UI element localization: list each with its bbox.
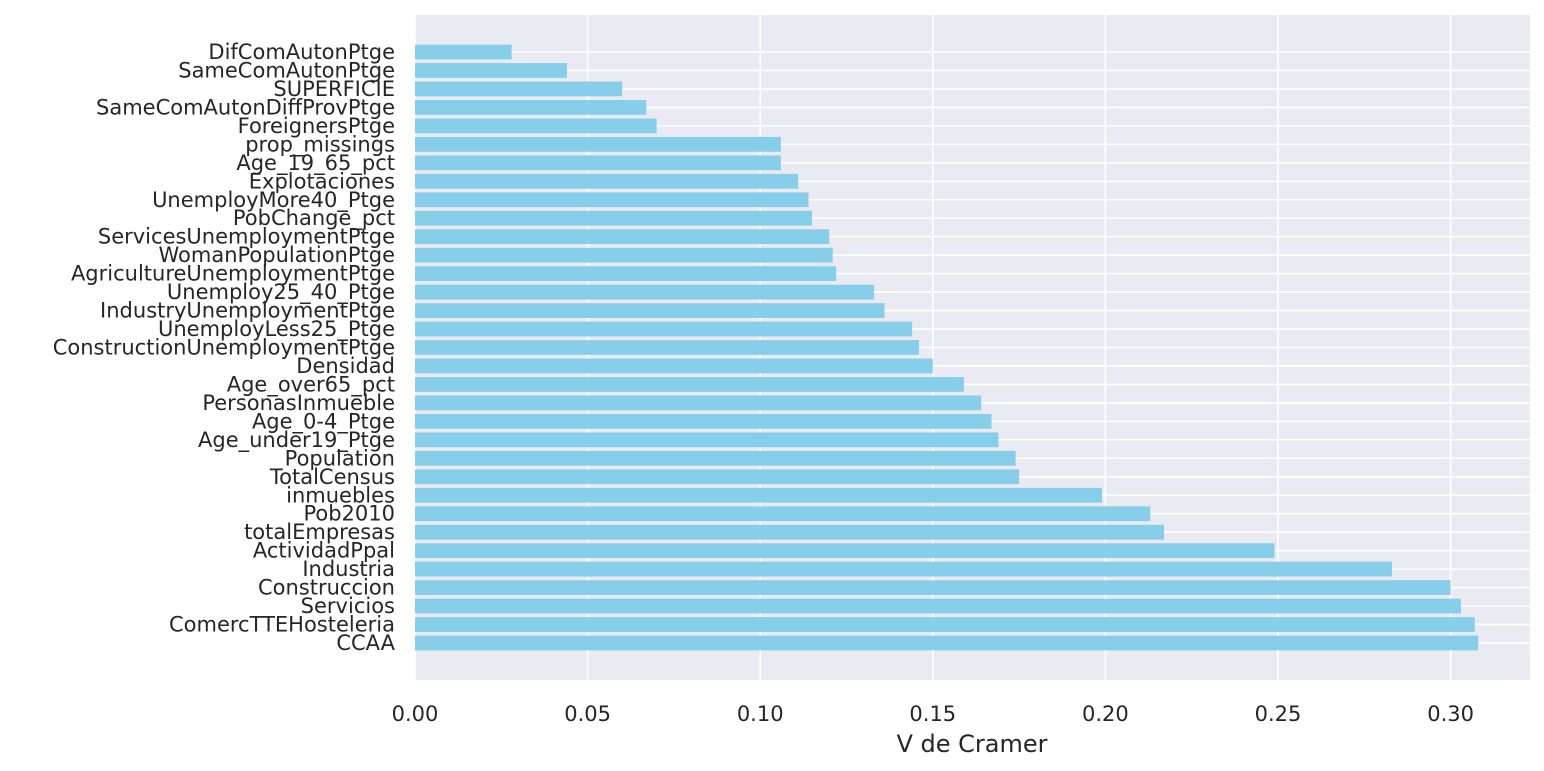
bar [415, 118, 657, 134]
y-tick-label: Age_over65_pct [227, 372, 395, 397]
bar [415, 561, 1392, 577]
y-tick-label: Age_19_65_pct [236, 151, 395, 176]
bar [415, 598, 1461, 614]
bar [415, 487, 1102, 503]
bar [415, 321, 913, 337]
y-tick-label: inmuebles [286, 483, 395, 507]
y-tick-label: Explotaciones [249, 169, 395, 193]
y-tick-label: SameComAutonPtge [178, 58, 395, 82]
y-tick-label: Age_0-4_Ptge [252, 409, 395, 434]
y-tick-label: Construccion [258, 576, 395, 600]
bar [415, 635, 1479, 651]
bar [415, 413, 992, 429]
y-tick-label: IndustryUnemploymentPtge [100, 299, 395, 323]
bar [415, 173, 799, 189]
x-axis-label: V de Cramer [896, 730, 1047, 758]
bars [415, 44, 1479, 651]
bar [415, 524, 1165, 540]
y-tick-label: Servicios [301, 594, 395, 618]
bar [415, 247, 833, 263]
bar [415, 506, 1151, 522]
y-tick-label: Unemploy25_40_Ptge [167, 280, 395, 305]
y-tick-label: ComercTTEHosteleria [169, 613, 395, 637]
y-tick-label: ConstructionUnemploymentPtge [53, 336, 395, 360]
y-tick-label: WomanPopulationPtge [159, 243, 396, 267]
y-tick-label: prop_missings [245, 132, 395, 157]
bar [415, 617, 1475, 632]
x-tick-labels: 0.00 0.05 0.10 0.15 0.20 0.25 0.30 [392, 702, 1474, 726]
x-tick-label: 0.30 [1427, 702, 1474, 726]
bar [415, 395, 982, 411]
y-tick-label: DifComAutonPtge [208, 40, 395, 64]
y-tick-label: ForeignersPtge [238, 114, 395, 138]
bar [415, 543, 1275, 559]
bar [415, 81, 623, 97]
y-tick-label: SameComAutonDiffProvPtge [96, 95, 395, 119]
bar [415, 450, 1016, 466]
bar [415, 377, 964, 392]
bar [415, 266, 837, 282]
bar [415, 340, 919, 355]
bar [415, 155, 781, 171]
x-tick-label: 0.15 [909, 702, 956, 726]
y-tick-label: UnemployMore40_Ptge [152, 188, 395, 213]
y-tick-label: AgricultureUnemploymentPtge [71, 262, 395, 286]
x-tick-label: 0.25 [1255, 702, 1302, 726]
bar [415, 229, 830, 245]
bar [415, 432, 999, 448]
y-tick-label: ServicesUnemploymentPtge [98, 225, 395, 249]
bar [415, 580, 1451, 595]
y-tick-label: Industria [302, 557, 395, 581]
bar [415, 192, 809, 208]
bar [415, 100, 647, 115]
y-tick-label: ActividadPpal [253, 539, 395, 563]
y-tick-label: TotalCensus [269, 465, 395, 489]
bar [415, 303, 885, 318]
bar [415, 136, 781, 152]
bar [415, 358, 933, 374]
y-tick-label: Pob2010 [303, 502, 395, 526]
y-tick-label: CCAA [336, 631, 395, 655]
y-tick-label: UnemployLess25_Ptge [158, 317, 395, 342]
x-tick-label: 0.10 [737, 702, 784, 726]
y-tick-label: totalEmpresas [244, 520, 395, 544]
bar [415, 284, 875, 300]
y-tick-label: Age_under19_Ptge [198, 428, 395, 453]
y-tick-label: Densidad [296, 354, 395, 378]
y-tick-label: Population [285, 446, 395, 470]
y-tick-labels: DifComAutonPtgeSameComAutonPtgeSUPERFICI… [53, 40, 396, 655]
bar [415, 44, 512, 60]
x-tick-label: 0.05 [564, 702, 611, 726]
bar [415, 210, 812, 226]
x-tick-label: 0.20 [1082, 702, 1129, 726]
y-tick-label: PersonasInmueble [202, 391, 395, 415]
bar [415, 469, 1020, 485]
y-tick-label: SUPERFICIE [273, 77, 395, 101]
bar [415, 63, 567, 78]
x-tick-label: 0.00 [392, 702, 439, 726]
y-tick-label: PobChange_pct [233, 206, 395, 231]
